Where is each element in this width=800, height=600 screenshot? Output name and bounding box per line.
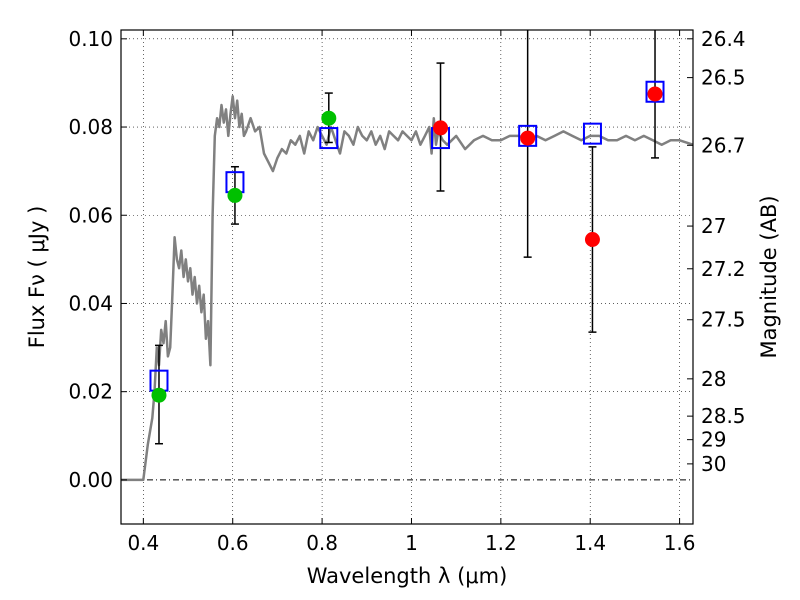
y-axis-label: Flux Fν ( μJy ) [25, 206, 49, 349]
magnitude-tick-label: 26.7 [701, 133, 746, 157]
x-tick-label: 1 [405, 531, 418, 555]
red-data-point [433, 120, 449, 136]
magnitude-tick-label: 28 [701, 367, 726, 391]
x-tick-label: 0.6 [217, 531, 249, 555]
magnitude-tick-label: 26.4 [701, 27, 746, 51]
y-tick-label: 0.06 [68, 203, 113, 227]
model-photometry-box [582, 122, 602, 145]
grid-lines [121, 30, 693, 524]
magnitude-tick-label: 30 [701, 452, 726, 476]
magnitude-tick-label: 27.5 [701, 308, 746, 332]
green-data-point [151, 387, 167, 403]
x-tick-label: 0.4 [127, 531, 159, 555]
magnitude-tick-label: 28.5 [701, 404, 746, 428]
x-tick-label: 0.8 [306, 531, 338, 555]
x-tick-label: 1.4 [574, 531, 606, 555]
red-data-point [520, 130, 536, 146]
magnitude-tick-label: 26.5 [701, 66, 746, 90]
magnitude-tick-label: 27 [701, 214, 726, 238]
x-axis: 0.4 0.6 0.8 1 1.2 1.4 1.6 [127, 30, 696, 555]
model-spectrum-line [121, 94, 694, 482]
y-tick-label: 0.00 [68, 468, 113, 492]
red-data-point [647, 86, 663, 102]
x-tick-label: 1.6 [664, 531, 696, 555]
green-data-point [227, 187, 243, 203]
y-tick-label: 0.08 [68, 115, 113, 139]
model-photometry-box [645, 80, 665, 103]
x-tick-label: 1.2 [485, 531, 517, 555]
y-tick-label: 0.10 [68, 27, 113, 51]
plot-frame [120, 29, 694, 525]
magnitude-tick-label: 29 [701, 428, 726, 452]
y-tick-label: 0.04 [68, 291, 113, 315]
red-data-point [584, 232, 600, 248]
magnitude-tick-label: 27.2 [701, 257, 746, 281]
y-tick-label: 0.02 [68, 380, 113, 404]
green-data-point [321, 110, 337, 126]
magnitude-axis-label: Magnitude (AB) [757, 195, 781, 358]
x-axis-label: Wavelength λ (μm) [307, 564, 508, 588]
y-axis: 0.00 0.02 0.04 0.06 0.08 0.10 [68, 27, 127, 492]
plot-area [121, 30, 694, 482]
model-photometry-box [518, 124, 538, 147]
model-photometry-box [319, 127, 339, 150]
